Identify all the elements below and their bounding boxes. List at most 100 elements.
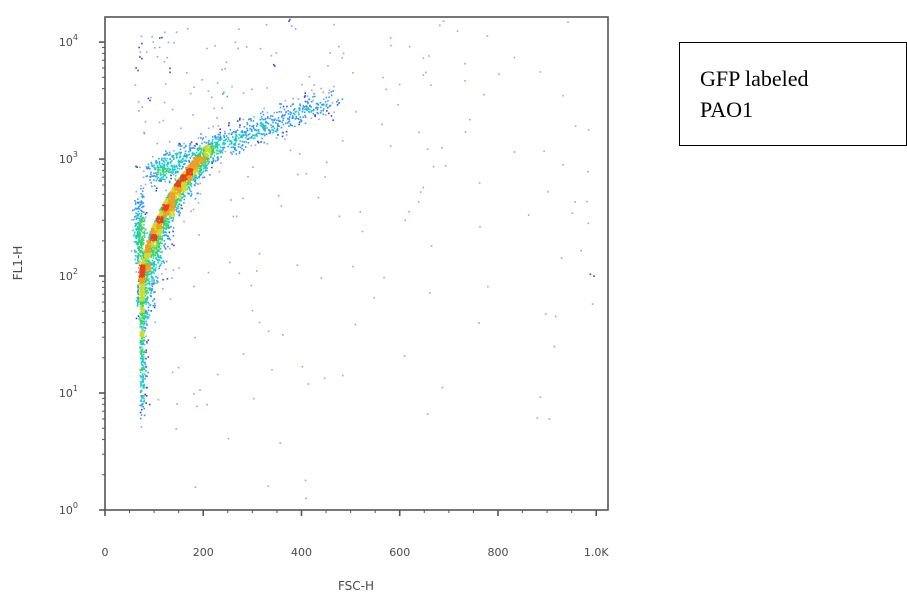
event-point [135, 67, 137, 69]
event-point [279, 106, 282, 109]
event-point [189, 172, 191, 174]
event-point [143, 219, 146, 222]
event-point [212, 125, 214, 128]
event-point [200, 149, 203, 152]
event-point [150, 171, 152, 174]
event-point [163, 234, 165, 237]
event-point [139, 290, 142, 292]
event-point [261, 123, 263, 125]
event-point [140, 301, 143, 303]
event-point [264, 125, 267, 127]
event-point [212, 142, 214, 145]
event-point [157, 238, 160, 240]
event-point [178, 267, 180, 269]
event-point [145, 386, 148, 389]
event-point [148, 254, 151, 256]
event-point [139, 308, 142, 310]
event-point [154, 222, 157, 225]
event-point [157, 168, 160, 171]
event-point [139, 282, 141, 284]
event-point [166, 152, 169, 155]
event-points [130, 18, 595, 500]
event-point [142, 266, 144, 268]
event-point [134, 199, 136, 202]
event-point [151, 280, 153, 282]
event-point [248, 133, 251, 135]
event-point [135, 262, 137, 264]
event-point [140, 185, 142, 187]
event-point [282, 105, 285, 108]
event-point [352, 265, 354, 268]
event-point [143, 235, 145, 237]
event-point [204, 155, 207, 157]
event-point [142, 205, 144, 208]
event-point [198, 165, 200, 167]
event-point [301, 110, 304, 113]
event-point [159, 248, 162, 250]
event-point [291, 115, 294, 117]
event-point [143, 131, 145, 134]
event-point [180, 204, 183, 207]
event-point [142, 263, 145, 265]
event-point [178, 213, 181, 216]
event-point [139, 318, 142, 320]
event-point [327, 100, 329, 102]
event-point [142, 239, 145, 242]
event-point [163, 153, 166, 156]
event-point [305, 108, 308, 110]
event-point [159, 166, 161, 168]
event-point [161, 36, 163, 39]
event-point [217, 141, 219, 143]
event-point [324, 114, 327, 116]
event-point [172, 205, 174, 208]
event-point [152, 276, 154, 279]
event-point [139, 325, 141, 328]
event-point [158, 46, 161, 49]
event-point [163, 218, 165, 220]
event-point [181, 145, 183, 147]
event-point [159, 180, 161, 182]
event-point [143, 132, 146, 135]
event-point [309, 108, 311, 111]
event-point [181, 161, 184, 163]
event-point [141, 390, 143, 392]
event-point [170, 165, 172, 168]
event-point [304, 105, 307, 108]
event-point [181, 160, 184, 162]
event-point [157, 249, 160, 252]
event-point [141, 395, 144, 397]
event-point [155, 179, 158, 182]
event-point [181, 207, 183, 210]
event-point [166, 168, 168, 170]
event-point [281, 121, 283, 124]
event-point [253, 116, 255, 118]
event-point [134, 258, 136, 261]
event-point [180, 151, 183, 154]
event-point [281, 131, 284, 134]
event-point [147, 270, 150, 273]
event-point [166, 56, 168, 59]
event-point [174, 152, 177, 155]
event-point [158, 157, 160, 160]
event-point [165, 189, 167, 192]
event-point [142, 226, 144, 229]
event-point [168, 201, 170, 203]
event-point [233, 138, 236, 141]
event-point [176, 185, 179, 188]
event-point [138, 241, 140, 243]
event-point [146, 175, 149, 177]
event-point [190, 184, 192, 186]
event-point [147, 167, 150, 170]
event-point [141, 247, 144, 250]
event-point [177, 171, 179, 173]
event-point [140, 243, 142, 245]
event-point [166, 157, 168, 160]
event-point [191, 147, 193, 149]
annotation-line-2: PAO1 [700, 97, 753, 122]
event-point [403, 355, 406, 357]
event-point [254, 135, 256, 137]
event-point [310, 101, 313, 103]
event-point [137, 298, 139, 300]
event-point [354, 323, 357, 326]
